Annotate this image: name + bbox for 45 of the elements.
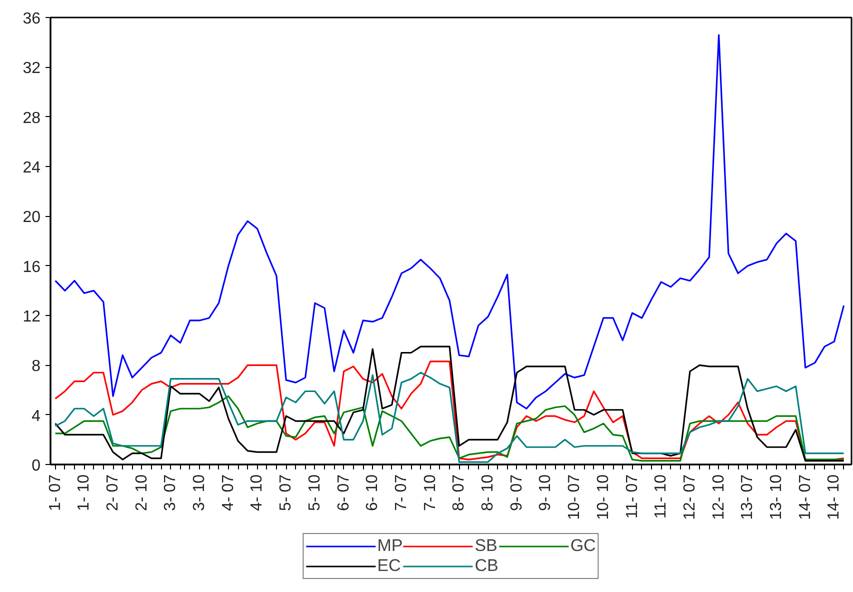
y-tick-label: 16 bbox=[22, 258, 41, 276]
legend-label: MP bbox=[377, 536, 403, 556]
x-tick-label: 2- 07 bbox=[104, 474, 122, 511]
x-tick-label: 4- 07 bbox=[220, 474, 237, 511]
x-tick-label: 11- 07 bbox=[624, 474, 641, 519]
x-tick-label: 8- 10 bbox=[480, 474, 497, 511]
x-tick-label: 7- 07 bbox=[392, 474, 410, 511]
x-tick-label: 2- 10 bbox=[133, 474, 150, 511]
legend-label: SB bbox=[474, 536, 498, 556]
x-tick-label: 5- 10 bbox=[306, 474, 324, 511]
y-tick-label: 8 bbox=[32, 358, 41, 376]
x-tick-label: 1- 07 bbox=[46, 474, 64, 511]
y-tick-label: 4 bbox=[32, 408, 41, 425]
line-series bbox=[54, 395, 845, 462]
y-tick-label: 0 bbox=[32, 458, 41, 474]
x-tick-label: 13- 07 bbox=[739, 474, 756, 520]
x-tick-label: 5- 07 bbox=[278, 474, 295, 511]
line-series bbox=[54, 34, 845, 410]
legend-label: EC bbox=[377, 556, 401, 576]
x-tick-label: 7- 10 bbox=[422, 474, 439, 511]
y-tick-label: 24 bbox=[22, 160, 41, 176]
x-tick-label: 12- 10 bbox=[710, 474, 728, 520]
x-tick-label: 14- 07 bbox=[796, 474, 814, 520]
legend-label: GC bbox=[570, 536, 596, 556]
x-tick-label: 4- 10 bbox=[248, 474, 266, 511]
x-tick-label: 9- 07 bbox=[508, 474, 526, 511]
x-tick-label: 8- 07 bbox=[450, 474, 468, 511]
x-tick-label: 3- 07 bbox=[162, 474, 180, 511]
y-tick-label: 20 bbox=[22, 209, 41, 226]
x-tick-label: 6- 07 bbox=[335, 474, 352, 511]
x-tick-label: 11- 10 bbox=[652, 474, 670, 519]
y-tick-label: 28 bbox=[22, 110, 41, 127]
y-tick-label: 36 bbox=[22, 10, 41, 28]
x-tick-label: 3- 10 bbox=[191, 474, 208, 511]
y-tick-label: 32 bbox=[22, 60, 41, 78]
x-tick-label: 10- 07 bbox=[566, 474, 584, 520]
y-tick-label: 12 bbox=[22, 308, 41, 326]
x-tick-label: 10- 10 bbox=[594, 474, 612, 520]
x-tick-label: 14- 10 bbox=[826, 474, 843, 520]
x-tick-label: 9- 10 bbox=[537, 474, 554, 511]
legend-label: CB bbox=[474, 556, 498, 576]
x-tick-label: 12- 07 bbox=[681, 474, 698, 520]
x-tick-label: 6- 10 bbox=[364, 474, 382, 511]
x-tick-label: 1- 10 bbox=[76, 474, 93, 511]
x-tick-label: 13- 10 bbox=[768, 474, 785, 520]
